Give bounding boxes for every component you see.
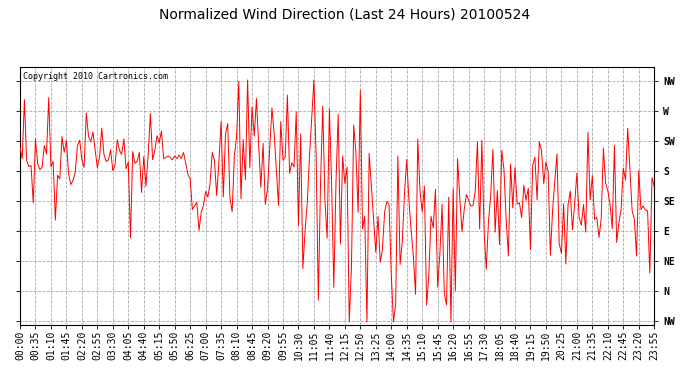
Text: Normalized Wind Direction (Last 24 Hours) 20100524: Normalized Wind Direction (Last 24 Hours… xyxy=(159,8,531,21)
Text: Copyright 2010 Cartronics.com: Copyright 2010 Cartronics.com xyxy=(23,72,168,81)
